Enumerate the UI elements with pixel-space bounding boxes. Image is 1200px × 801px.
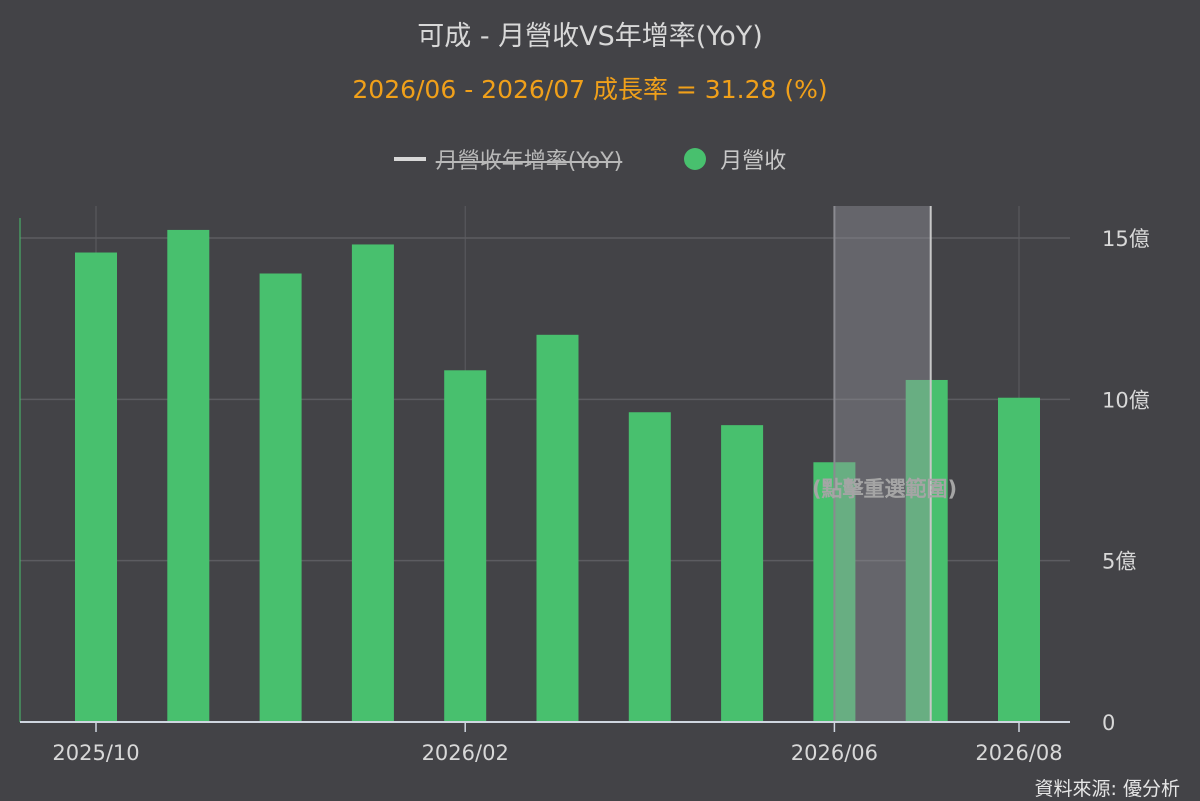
y-tick-label: 10億 <box>1102 388 1150 412</box>
bar-2025-11[interactable] <box>167 229 210 722</box>
bar-2026-03[interactable] <box>536 334 579 722</box>
bar-2026-08[interactable] <box>998 397 1040 722</box>
legend-label-yoy: 月營收年增率(YoY) <box>435 149 623 174</box>
bar-2026-01[interactable] <box>351 244 394 722</box>
bar-2025-10[interactable] <box>75 252 117 722</box>
x-tick-label: 2026/06 <box>791 741 878 765</box>
reselect-range-hint[interactable]: (點擊重選範圍) <box>812 477 957 501</box>
y-tick-label: 0 <box>1102 711 1115 735</box>
selection-range-band[interactable] <box>834 206 931 722</box>
legend-item-revenue[interactable]: 月營收 <box>684 143 786 175</box>
legend-dot-swatch <box>684 148 707 170</box>
growth-rate-subtitle: 2026/06 - 2026/07 成長率 = 31.28 (%) <box>352 75 828 104</box>
legend-item-yoy[interactable]: 月營收年增率(YoY) <box>393 143 623 175</box>
x-tick-label: 2025/10 <box>52 741 139 765</box>
data-source: 資料來源: 優分析 <box>1034 778 1180 800</box>
bar-2026-07[interactable] <box>905 379 948 722</box>
legend-line-swatch <box>393 157 426 161</box>
x-tick-label: 2026/02 <box>422 741 509 765</box>
chart-title: 可成 - 月營收VS年增率(YoY) <box>417 21 763 52</box>
bar-2026-05[interactable] <box>721 425 764 722</box>
legend-label-revenue: 月營收 <box>720 149 787 174</box>
bar-2025-12[interactable] <box>259 273 302 722</box>
bar-2026-02[interactable] <box>444 370 487 722</box>
bar-2026-04[interactable] <box>628 412 671 722</box>
y-tick-label: 5億 <box>1102 550 1136 574</box>
chart-legend: 月營收年增率(YoY) 月營收 <box>0 143 1180 175</box>
y-tick-label: 15億 <box>1102 227 1150 251</box>
x-tick-label: 2026/08 <box>975 741 1062 765</box>
